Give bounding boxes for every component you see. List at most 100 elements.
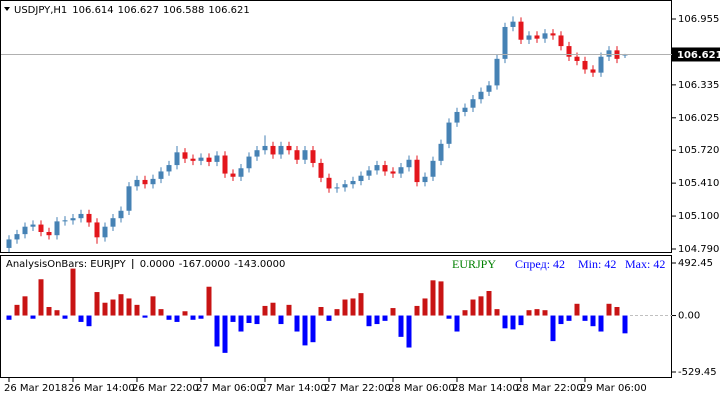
candle-body bbox=[94, 222, 100, 238]
histogram-bar bbox=[358, 293, 364, 316]
histogram-bar bbox=[198, 315, 204, 319]
candle-body bbox=[86, 213, 92, 223]
last-close: 106.621 bbox=[208, 5, 249, 16]
candle-body bbox=[70, 218, 76, 221]
candle-body bbox=[366, 170, 372, 176]
histogram-bar bbox=[478, 296, 484, 316]
y-tick-label: 105.100 bbox=[678, 211, 719, 222]
histogram-bar bbox=[398, 315, 404, 337]
histogram-bar bbox=[278, 315, 284, 325]
histogram-bar bbox=[118, 294, 124, 316]
indicator-title: AnalysisOnBars: EURJPY bbox=[6, 259, 127, 270]
candle-body bbox=[334, 187, 340, 189]
histogram-bar bbox=[566, 315, 572, 321]
candle-body bbox=[454, 111, 460, 123]
candle-body bbox=[270, 145, 276, 155]
histogram-bar bbox=[222, 315, 228, 353]
candle-body bbox=[462, 107, 468, 112]
histogram-bar bbox=[230, 315, 236, 322]
candle-body bbox=[78, 213, 84, 219]
histogram-bar bbox=[262, 305, 268, 316]
histogram-bar bbox=[134, 304, 140, 316]
histogram-bar bbox=[78, 315, 84, 322]
candle-body bbox=[414, 159, 420, 183]
annotation: Спред: 42 bbox=[515, 257, 565, 271]
buffer-value: -167.0000 bbox=[179, 259, 230, 270]
histogram-bar bbox=[126, 298, 132, 316]
y-tick-label: 106.335 bbox=[678, 80, 719, 91]
histogram-bar bbox=[14, 304, 20, 316]
candle-body bbox=[598, 56, 604, 73]
candle-body bbox=[6, 239, 12, 248]
menu-triangle[interactable] bbox=[4, 7, 10, 11]
y-tick-label: 106.955 bbox=[678, 14, 719, 25]
histogram-bar bbox=[6, 315, 12, 320]
histogram-bar bbox=[422, 298, 428, 316]
candle-body bbox=[574, 56, 580, 61]
candle-body bbox=[438, 143, 444, 161]
candle-body bbox=[30, 224, 36, 227]
histogram-bar bbox=[310, 315, 316, 343]
candle-body bbox=[494, 58, 500, 86]
candle-body bbox=[550, 33, 556, 36]
histogram-bar bbox=[366, 315, 372, 327]
x-tick-label: 28 Mar 22:00 bbox=[516, 383, 583, 394]
histogram-bar bbox=[182, 311, 188, 316]
histogram-bar bbox=[526, 310, 532, 316]
candle-body bbox=[102, 226, 108, 238]
histogram-bar bbox=[614, 306, 620, 316]
histogram-bar bbox=[494, 309, 500, 316]
histogram-bar bbox=[454, 315, 460, 332]
candle-body bbox=[478, 91, 484, 100]
candle-body bbox=[238, 168, 244, 177]
histogram-bar bbox=[486, 290, 492, 316]
indicator-panel-frame bbox=[0, 255, 672, 378]
histogram-bar bbox=[190, 315, 196, 320]
histogram-bar bbox=[238, 315, 244, 332]
x-tick-label: 26 Mar 22:00 bbox=[132, 383, 199, 394]
candle-body bbox=[142, 179, 148, 185]
candle-body bbox=[262, 145, 268, 151]
candle-body bbox=[590, 69, 596, 73]
histogram-bar bbox=[286, 304, 292, 316]
histogram-bar bbox=[462, 310, 468, 316]
x-tick-label: 28 Mar 06:00 bbox=[388, 383, 455, 394]
candle-body bbox=[22, 226, 28, 235]
candle-body bbox=[606, 50, 612, 57]
x-tick-label: 26 Mar 14:00 bbox=[68, 383, 135, 394]
y-tick-label: 105.720 bbox=[678, 145, 719, 156]
histogram-bar bbox=[142, 315, 148, 318]
candle-body bbox=[14, 234, 20, 240]
candle-body bbox=[54, 221, 60, 236]
candle-body bbox=[222, 155, 228, 174]
y-tick-label: -529.45 bbox=[678, 367, 717, 378]
candle-body bbox=[526, 35, 532, 40]
main-panel-frame bbox=[0, 0, 672, 253]
annotation: Min: 42 bbox=[578, 257, 616, 271]
x-tick-label: 27 Mar 22:00 bbox=[324, 383, 391, 394]
histogram-bar bbox=[542, 310, 548, 316]
current-price-box bbox=[672, 47, 720, 62]
candle-body bbox=[134, 179, 140, 187]
histogram-bar bbox=[414, 305, 420, 316]
histogram-bar bbox=[326, 315, 332, 321]
candle-body bbox=[110, 218, 116, 227]
x-tick-label: 26 Mar 2018 bbox=[4, 383, 67, 394]
histogram-bar bbox=[54, 310, 60, 316]
histogram-bar bbox=[606, 303, 612, 316]
candle-body bbox=[310, 150, 316, 163]
y-tick-label: 105.410 bbox=[678, 178, 719, 189]
buffer-value: 0.0000 bbox=[140, 259, 175, 270]
candle-body bbox=[398, 167, 404, 174]
candle-body bbox=[430, 160, 436, 177]
candle-body bbox=[510, 21, 516, 27]
symbol: USDJPY,H1 bbox=[14, 5, 67, 16]
candle-body bbox=[174, 152, 180, 166]
histogram-bar bbox=[374, 315, 380, 325]
histogram-bar bbox=[510, 315, 516, 330]
histogram-bar bbox=[550, 315, 556, 342]
last-high: 106.627 bbox=[118, 5, 159, 16]
histogram-bar bbox=[38, 279, 44, 316]
candle-body bbox=[214, 155, 220, 162]
